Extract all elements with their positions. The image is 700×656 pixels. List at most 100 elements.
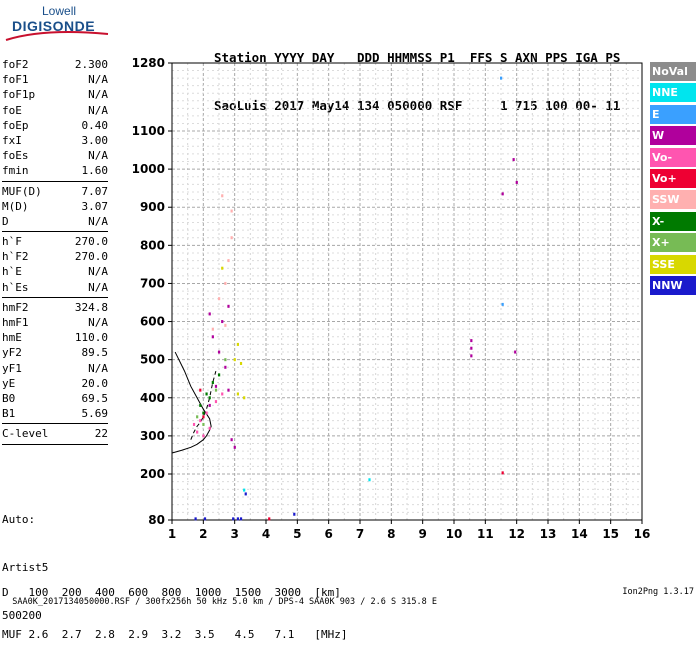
data-point-e: [500, 76, 503, 80]
param-label: yF2: [2, 346, 22, 360]
muf-value: 2.7: [61, 628, 82, 641]
param-row: foE N/A: [2, 103, 108, 118]
data-point-sse: [236, 392, 239, 396]
param-row: hmF2 324.8: [2, 300, 108, 315]
param-label: B1: [2, 407, 16, 421]
param-value: N/A: [88, 149, 108, 163]
param-row: MUF(D) 7.07: [2, 184, 108, 199]
param-label: foF2: [2, 58, 29, 71]
x-tick-label: 13: [540, 527, 557, 541]
ionogram-chart: 1 2 3 4 5 6 7 8 9 10 11 12 13 14 15 1680200300400500600…: [132, 56, 651, 541]
data-point-ssw: [224, 281, 227, 285]
param-value: N/A: [88, 280, 108, 294]
param-divider: [2, 231, 108, 233]
data-point-w: [470, 339, 473, 343]
legend-item: NoVal: [650, 62, 696, 81]
param-value: 1.60: [81, 164, 109, 178]
logo-swoosh-icon: [5, 31, 109, 41]
param-divider: [2, 180, 108, 182]
data-point-sse: [236, 342, 239, 346]
param-row: C-level 22: [2, 426, 108, 441]
param-value: N/A: [88, 361, 108, 375]
param-value: 0.40: [81, 118, 109, 132]
data-point-x-: [202, 422, 205, 426]
param-row: yF1 N/A: [2, 361, 108, 376]
param-value: 7.07: [81, 184, 109, 198]
param-row: hmE 110.0: [2, 330, 108, 345]
y-tick-label: 1000: [132, 162, 165, 176]
data-point-w: [512, 158, 515, 162]
param-value: N/A: [88, 73, 108, 87]
muf-unit: [MHz]: [314, 628, 348, 641]
data-point-x-: [214, 388, 218, 392]
param-row: yF2 89.5: [2, 345, 108, 360]
param-row: foF2 2.300: [2, 57, 108, 72]
distance-value: 100: [28, 586, 49, 599]
param-row: foEp 0.40: [2, 118, 108, 133]
data-point-x-: [218, 373, 221, 377]
distance-unit: [km]: [314, 586, 341, 599]
param-label: C-level: [2, 427, 49, 441]
x-tick-label: 1: [168, 527, 176, 541]
x-tick-label: 7: [356, 527, 364, 541]
param-row: M(D) 3.07: [2, 199, 108, 214]
data-point-ssw: [221, 194, 224, 198]
y-tick-label: 500: [140, 353, 165, 367]
data-point-vo-: [221, 392, 224, 396]
param-row: yE 20.0: [2, 376, 108, 391]
x-tick-label: 9: [418, 527, 426, 541]
param-label: h`Es: [2, 280, 29, 294]
param-value: 324.8: [74, 300, 108, 314]
distance-value: 1000: [194, 586, 222, 599]
param-value: N/A: [88, 214, 108, 228]
data-point-vo-: [208, 426, 211, 430]
data-point-vo-: [199, 388, 202, 392]
param-value: 110.0: [74, 331, 108, 345]
data-point-nnw: [293, 512, 296, 516]
data-point-vo-: [202, 415, 205, 419]
data-point-vo-: [199, 419, 202, 423]
param-value: N/A: [88, 88, 108, 102]
param-row: h`Es N/A: [2, 280, 108, 295]
data-point-sse: [221, 266, 224, 270]
distance-value: 1500: [234, 586, 262, 599]
muf-value: 3.5: [194, 628, 215, 641]
data-point-x-: [211, 381, 214, 385]
muf-values: 2.6 2.7 2.8 2.9 3.2 3.5 4.5 7.1: [29, 628, 308, 641]
x-tick-label: 4: [262, 527, 270, 541]
param-value: 3.07: [81, 199, 109, 213]
data-point-w: [224, 365, 227, 369]
param-label: fxI: [2, 133, 22, 147]
data-point-e: [501, 302, 504, 306]
data-point-vo-: [192, 422, 196, 426]
y-tick-label: 300: [140, 429, 165, 443]
data-point-w: [233, 445, 236, 449]
data-point-x-: [205, 392, 208, 396]
param-label: foEp: [2, 118, 29, 132]
legend-item: Vo+: [650, 168, 696, 188]
station-header: Station YYYY DAY DDD HHMMSS P1 FFS S AXN…: [214, 18, 620, 130]
x-tick-label: 16: [634, 527, 651, 541]
param-label: B0: [2, 391, 16, 405]
trace-line: [190, 370, 217, 440]
data-point-x-: [196, 415, 199, 419]
legend-item: Vo-: [650, 147, 696, 167]
auto-line-1: Auto:: [2, 513, 36, 526]
y-tick-label: 80: [148, 513, 165, 527]
param-value: 69.5: [81, 391, 109, 405]
footer-version: Ion2Png 1.3.17: [622, 587, 694, 597]
distance-value: 200: [61, 586, 82, 599]
x-tick-label: 5: [293, 527, 301, 541]
data-point-vo-: [214, 400, 218, 404]
data-point-w: [470, 354, 473, 358]
legend-item: SSW: [650, 190, 696, 210]
data-point-w: [514, 350, 517, 354]
data-point-vo-: [268, 517, 271, 521]
data-point-ssw: [227, 259, 230, 263]
muf-value: 7.1: [274, 628, 295, 641]
data-point-w: [221, 320, 224, 324]
param-label: foF1: [2, 73, 29, 87]
parameters-panel: foF2 2.300 foF1 N/A foF1p N/A foE N/A foEp 0.40 fx…: [2, 57, 108, 447]
param-label: foE: [2, 103, 22, 117]
distance-value: 3000: [274, 586, 302, 599]
